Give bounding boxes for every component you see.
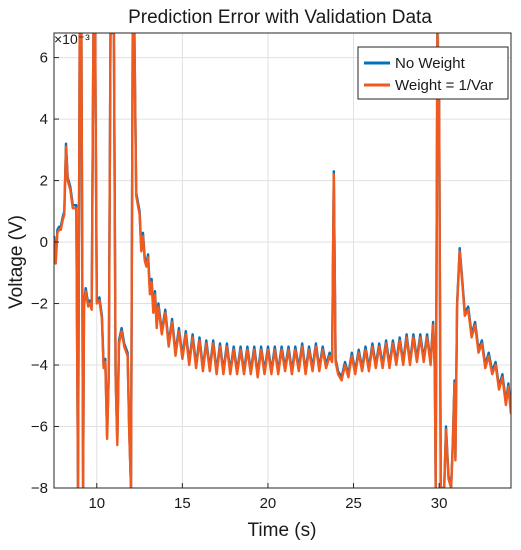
x-tick-label-3: 25 — [345, 495, 362, 512]
grid — [54, 33, 511, 489]
x-tick-label-2: 20 — [260, 495, 277, 512]
chart-title: Prediction Error with Validation Data — [128, 7, 432, 28]
x-tick-label-0: 10 — [88, 495, 105, 512]
y-exponent-label: ×10⁻³ — [54, 31, 90, 47]
x-tick-label-4: 30 — [431, 495, 448, 512]
y-tick-label-7: 6 — [40, 50, 48, 67]
y-tick-label-0: −8 — [31, 480, 48, 497]
series-layer — [54, 33, 511, 488]
legend: No Weight Weight = 1/Var — [357, 46, 509, 100]
legend-label-weight-1-var: Weight = 1/Var — [395, 77, 493, 94]
y-tick-label-6: 4 — [40, 111, 48, 128]
ticks: 10 15 20 25 30 −8 −6 −4 −2 0 2 4 6 — [31, 50, 448, 512]
plot-frame — [53, 32, 512, 489]
legend-box — [357, 46, 509, 100]
x-tick-label-1: 15 — [174, 495, 191, 512]
y-tick-label-3: −2 — [31, 296, 48, 313]
legend-label-no-weight: No Weight — [395, 55, 466, 72]
x-axis-label: Time (s) — [248, 520, 317, 541]
y-tick-label-2: −4 — [31, 357, 48, 374]
series-line-no-weight — [54, 33, 511, 488]
y-axis-label: Voltage (V) — [6, 215, 27, 309]
y-tick-label-1: −6 — [31, 419, 48, 436]
y-tick-label-5: 2 — [40, 173, 48, 190]
series-line-weight-1-var — [54, 33, 511, 488]
y-tick-label-4: 0 — [40, 234, 48, 251]
